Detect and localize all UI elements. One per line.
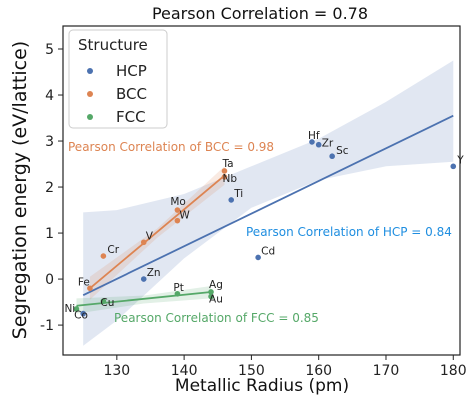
data-point-zr [315,141,322,148]
legend-title: Structure [78,36,148,54]
point-label-zn: Zn [147,267,161,279]
point-label-fe: Fe [78,276,90,288]
data-point-au [208,293,214,300]
point-label-cd: Cd [261,245,275,257]
annotation-fcc: Pearson Correlation of FCC = 0.85 [114,311,319,325]
data-point-cu [100,298,107,304]
point-label-cu: Cu [100,297,114,309]
data-point-nb [221,174,228,180]
data-point-fe [87,285,93,292]
point-label-hf: Hf [308,130,320,142]
legend: Structure HCP BCC FCC [68,29,168,129]
data-point-v [140,239,147,246]
legend-marker-bcc [87,91,93,97]
y-tick-label: 3 [45,134,54,150]
point-label-nb: Nb [222,173,237,185]
legend-entry-fcc: FCC [87,108,146,126]
data-point-ti [228,197,235,203]
point-label-au: Au [209,294,223,306]
legend-entry-hcp: HCP [87,62,147,80]
y-tick-label: -1 [40,318,54,334]
regression-lines [76,114,454,307]
correlation-annotations: Pearson Correlation of BCC = 0.98 Pearso… [68,140,452,325]
data-point-co [80,310,86,317]
legend-label-bcc: BCC [116,85,147,103]
data-point-cr [100,253,107,259]
point-label-w: W [179,210,190,222]
point-label-ni: Ni [64,303,75,315]
chart-title: Pearson Correlation = 0.78 [152,4,368,23]
x-tick-label: 150 [238,363,265,379]
data-point-hf [309,139,315,145]
legend-label-hcp: HCP [116,62,147,80]
plot-area-frame [62,25,461,356]
x-tick-label: 170 [373,363,400,379]
legend-entry-bcc: BCC [87,85,147,103]
legend-marker-fcc [87,114,93,120]
data-points [73,139,457,317]
data-point-ni [73,306,80,312]
y-axis-ticks: -1 0 1 2 3 4 5 [40,42,63,334]
data-point-w [174,217,181,224]
x-tick-label: 130 [103,363,130,379]
data-point-ag [208,289,214,295]
point-label-ag: Ag [209,279,223,291]
data-point-cd [255,254,261,261]
y-tick-label: 0 [45,272,54,288]
point-label-zr: Zr [322,138,334,150]
x-tick-label: 180 [440,363,467,379]
legend-label-fcc: FCC [116,108,146,126]
point-label-sc: Sc [336,145,349,157]
confidence-band-hcp [83,60,454,346]
y-tick-label: 2 [45,180,54,196]
y-tick-label: 1 [45,226,54,242]
point-label-pt: Pt [173,282,183,294]
y-axis-label: Segregation energy (eV/lattice) [9,41,31,339]
data-point-zn [140,276,147,282]
legend-marker-hcp [87,68,93,74]
data-point-y [450,163,457,170]
data-point-sc [329,153,335,160]
x-axis-label: Metallic Radius (pm) [175,376,349,396]
annotation-hcp: Pearson Correlation of HCP = 0.84 [246,225,452,239]
x-axis-ticks: 130 140 150 160 170 180 [103,355,467,379]
annotation-bcc: Pearson Correlation of BCC = 0.98 [68,140,274,154]
data-point-mo [174,207,181,213]
point-label-mo: Mo [170,196,185,208]
regression-line-fcc [76,291,212,307]
data-point-pt [174,291,181,297]
y-tick-label: 5 [45,42,54,58]
point-label-ti: Ti [233,188,243,200]
point-label-ta: Ta [221,158,233,170]
x-tick-label: 160 [305,363,332,379]
data-point-ta [221,168,228,174]
point-label-v: V [146,230,154,242]
legend-box [68,29,168,129]
regression-line-bcc [89,174,226,289]
y-tick-label: 4 [45,88,54,104]
regression-line-hcp [82,114,454,296]
point-label-co: Co [74,310,88,322]
point-label-cr: Cr [107,244,119,256]
x-tick-label: 140 [171,363,198,379]
